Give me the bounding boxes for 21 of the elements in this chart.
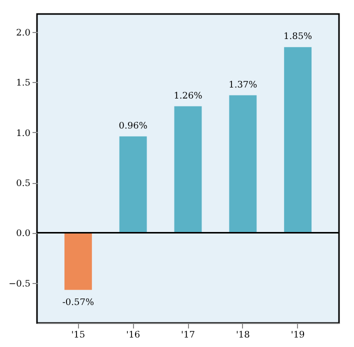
bar [284, 47, 312, 233]
x-tick-label: '18 [236, 330, 250, 340]
y-tick-label: 2.0 [16, 28, 31, 39]
y-tick-label: 0.0 [16, 229, 31, 240]
bar [64, 232, 92, 290]
y-tick-label: −0.5 [8, 279, 31, 290]
data-label: -0.57% [62, 298, 94, 308]
x-tick-label: '17 [181, 330, 196, 340]
data-label: 1.37% [228, 80, 258, 90]
x-tick-label: '16 [126, 330, 140, 340]
y-tick-label: 0.5 [16, 179, 31, 190]
y-tick-label: 1.0 [16, 128, 31, 139]
bar [229, 95, 257, 233]
y-tick-label: 1.5 [16, 78, 31, 89]
x-tick-label: '15 [71, 330, 86, 340]
bar [174, 106, 202, 233]
bar [119, 136, 147, 233]
data-label: 0.96% [118, 121, 148, 132]
data-label: 1.26% [174, 91, 203, 102]
data-label: 1.85% [284, 32, 313, 42]
x-tick-label: '19 [290, 330, 306, 340]
